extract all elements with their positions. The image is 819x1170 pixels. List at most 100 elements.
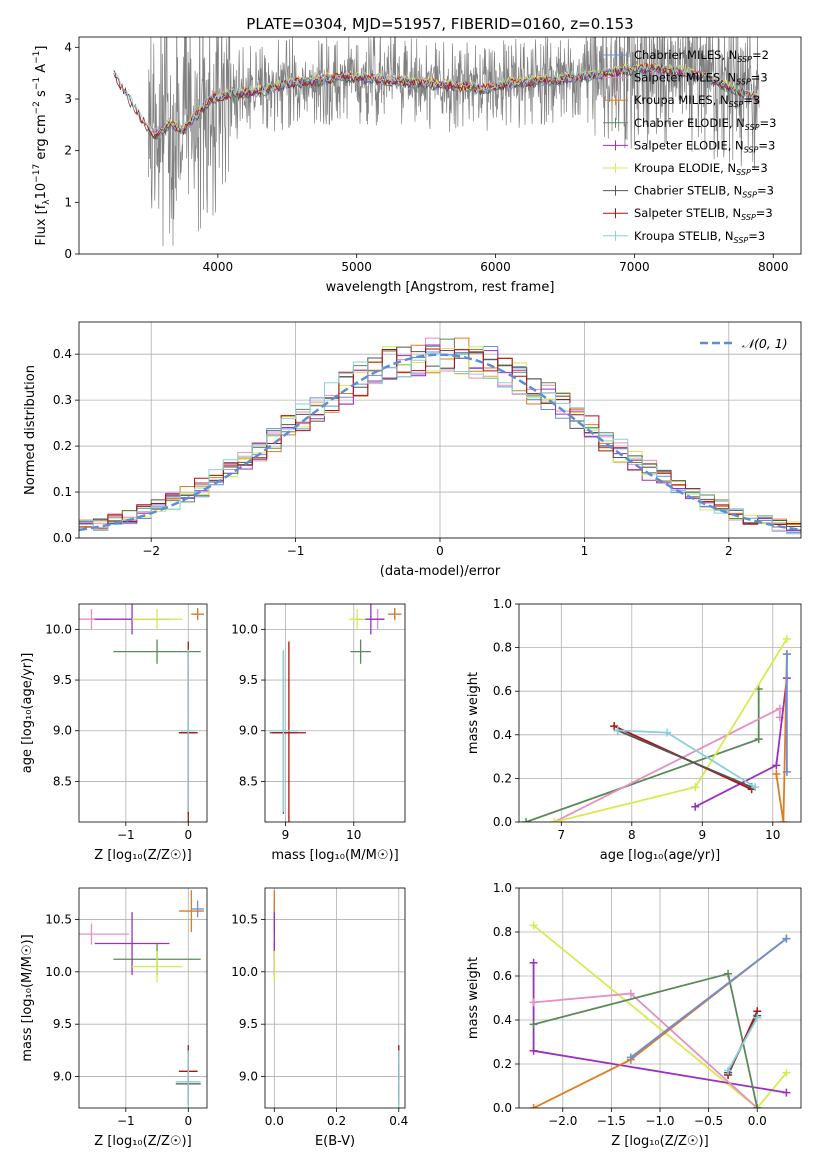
legend-sub: SSP bbox=[736, 168, 751, 177]
weight-line-kroupa-elodie bbox=[533, 924, 788, 1108]
y-axis-label: mass weight bbox=[466, 672, 481, 754]
y-tick-label: 10.5 bbox=[45, 912, 72, 926]
model-line-kroupa-stelib bbox=[113, 63, 759, 135]
weight-marker bbox=[626, 989, 635, 998]
panel-mass_vs_Z: −1 0 9.0 9.5 10.0 10.5 Z [log₁₀(Z/Z☉)] mass [lo… bbox=[20, 887, 208, 1149]
histogram-kroupa-stelib bbox=[79, 353, 801, 538]
plot-area-age_vs_Z bbox=[79, 604, 207, 822]
weight-marker bbox=[782, 1068, 791, 1077]
weight-marker bbox=[691, 783, 700, 792]
y-tick-label: 4 bbox=[64, 40, 72, 54]
y-axis-label-part: s bbox=[34, 90, 49, 101]
y-tick-label: 0.2 bbox=[493, 771, 512, 785]
legend-sub: SSP bbox=[745, 123, 760, 132]
weight-marker bbox=[753, 1104, 762, 1108]
gaussian-curve bbox=[79, 353, 801, 532]
legend-gauss-label: 𝒩(0, 1) bbox=[742, 336, 788, 351]
y-tick-label: 10.0 bbox=[45, 965, 72, 979]
y-tick-label: 1.0 bbox=[493, 881, 512, 895]
x-axis-label-residuals: (data-model)/error bbox=[380, 564, 501, 579]
legend-sub: SSP bbox=[734, 236, 749, 245]
weight-marker bbox=[529, 921, 538, 930]
weight-marker bbox=[691, 802, 700, 811]
y-tick-label: 0.6 bbox=[493, 969, 512, 983]
weight-marker bbox=[782, 767, 791, 776]
x-tick-label: 2 bbox=[725, 544, 733, 558]
x-tick-label: 9 bbox=[698, 828, 706, 842]
y-tick-label: 0.0 bbox=[493, 1101, 512, 1115]
legend-count: =3 bbox=[757, 184, 774, 198]
axes-frame bbox=[78, 36, 802, 255]
legend-label: Kroupa STELIB, NSSP=3 bbox=[634, 229, 765, 245]
y-axis-label-part: −1 bbox=[32, 51, 42, 64]
legend-label: Chabrier MILES, NSSP=2 bbox=[634, 48, 769, 64]
histogram-salpeter-stelib bbox=[79, 348, 801, 538]
y-axis-label-part: −1 bbox=[32, 77, 42, 90]
y-axis-label: Normed distribution bbox=[23, 365, 38, 495]
weight-marker bbox=[724, 1066, 733, 1075]
legend-name: Salpeter MILES, N bbox=[634, 71, 736, 85]
x-tick-label: 9 bbox=[282, 828, 290, 842]
x-tick-label: 10 bbox=[765, 828, 780, 842]
y-tick-label: 8.5 bbox=[53, 774, 72, 788]
legend-label: Salpeter ELODIE, NSSP=3 bbox=[634, 138, 775, 154]
x-tick-label: −1 bbox=[117, 828, 135, 842]
y-tick-label: 0.2 bbox=[53, 439, 72, 453]
x-tick-label: 10 bbox=[346, 828, 361, 842]
y-axis-label-part: −2 bbox=[32, 101, 42, 114]
y-tick-label: 0.4 bbox=[53, 347, 72, 361]
plot-area-residuals bbox=[79, 322, 801, 538]
weight-marker bbox=[522, 818, 531, 822]
y-tick-label: 10.0 bbox=[231, 622, 258, 636]
plot-area-weight_vs_age bbox=[519, 604, 801, 822]
weight-marker bbox=[751, 783, 760, 792]
x-tick-label: 1 bbox=[581, 544, 589, 558]
legend-count: =2 bbox=[752, 48, 769, 62]
legend-count: =3 bbox=[743, 93, 760, 107]
y-tick-label: 0.4 bbox=[493, 1013, 512, 1027]
x-tick-label: 8000 bbox=[758, 260, 789, 274]
y-tick-label: 9.0 bbox=[239, 1070, 258, 1084]
x-tick-label: 7 bbox=[557, 828, 565, 842]
x-tick-label: 5000 bbox=[341, 260, 372, 274]
y-tick-label: 9.0 bbox=[53, 724, 72, 738]
weight-line-kroupa-stelib bbox=[727, 1017, 758, 1072]
panel-weight_vs_age: 7 8 9 10 0.0 0.2 0.4 0.6 0.8 1.0 age [log₁₀(age/yr… bbox=[466, 597, 802, 863]
weight-marker bbox=[753, 1013, 762, 1022]
axes-frame bbox=[78, 321, 802, 539]
x-axis-label: Z [log₁₀(Z/Z☉)] bbox=[94, 848, 191, 863]
x-tick-label: 0 bbox=[184, 1114, 192, 1128]
y-axis-label-part: 10 bbox=[34, 183, 49, 200]
y-tick-label: 10.0 bbox=[45, 622, 72, 636]
y-axis-label: mass [log₁₀(M/M☉)] bbox=[20, 934, 35, 1061]
weight-marker bbox=[550, 818, 559, 822]
plot-area-age_vs_mass bbox=[265, 604, 405, 822]
legend-count: =3 bbox=[756, 206, 773, 220]
plot-area-mass_vs_EBV bbox=[265, 888, 405, 1108]
weight-marker bbox=[626, 1053, 635, 1062]
weight-marker bbox=[529, 998, 538, 1007]
weight-line-kroupa-elodie bbox=[554, 638, 788, 822]
x-tick-label: −1.0 bbox=[645, 1114, 674, 1128]
legend-label: Kroupa ELODIE, NSSP=3 bbox=[634, 161, 768, 177]
legend-sub: SSP bbox=[736, 78, 751, 87]
y-axis-label: mass weight bbox=[466, 957, 481, 1039]
panel-residuals: −2 −1 0 1 2 0.0 0.1 0.2 0.3 0.4 (data-model)/error… bbox=[23, 321, 802, 579]
y-axis-label-part: Flux [f bbox=[34, 204, 49, 245]
plot-area-weight_vs_Z bbox=[519, 888, 801, 1108]
weight-marker bbox=[610, 722, 619, 731]
weight-marker bbox=[782, 650, 791, 659]
weight-marker bbox=[613, 726, 622, 735]
y-tick-label: 1.0 bbox=[493, 597, 512, 611]
y-axis-label-part: erg cm bbox=[34, 114, 49, 163]
plot-area-mass_vs_Z bbox=[79, 888, 207, 1108]
legend-name: Salpeter ELODIE, N bbox=[634, 138, 744, 152]
axes-frame bbox=[518, 603, 802, 823]
y-axis-label-part: −17 bbox=[32, 164, 42, 183]
y-axis-label: age [log₁₀(age/yr)] bbox=[20, 653, 35, 774]
axes-frame bbox=[78, 887, 208, 1109]
legend-sub: SSP bbox=[737, 55, 752, 64]
legend-label: Kroupa MILES, NSSP=3 bbox=[634, 93, 760, 109]
y-tick-label: 0.0 bbox=[493, 815, 512, 829]
